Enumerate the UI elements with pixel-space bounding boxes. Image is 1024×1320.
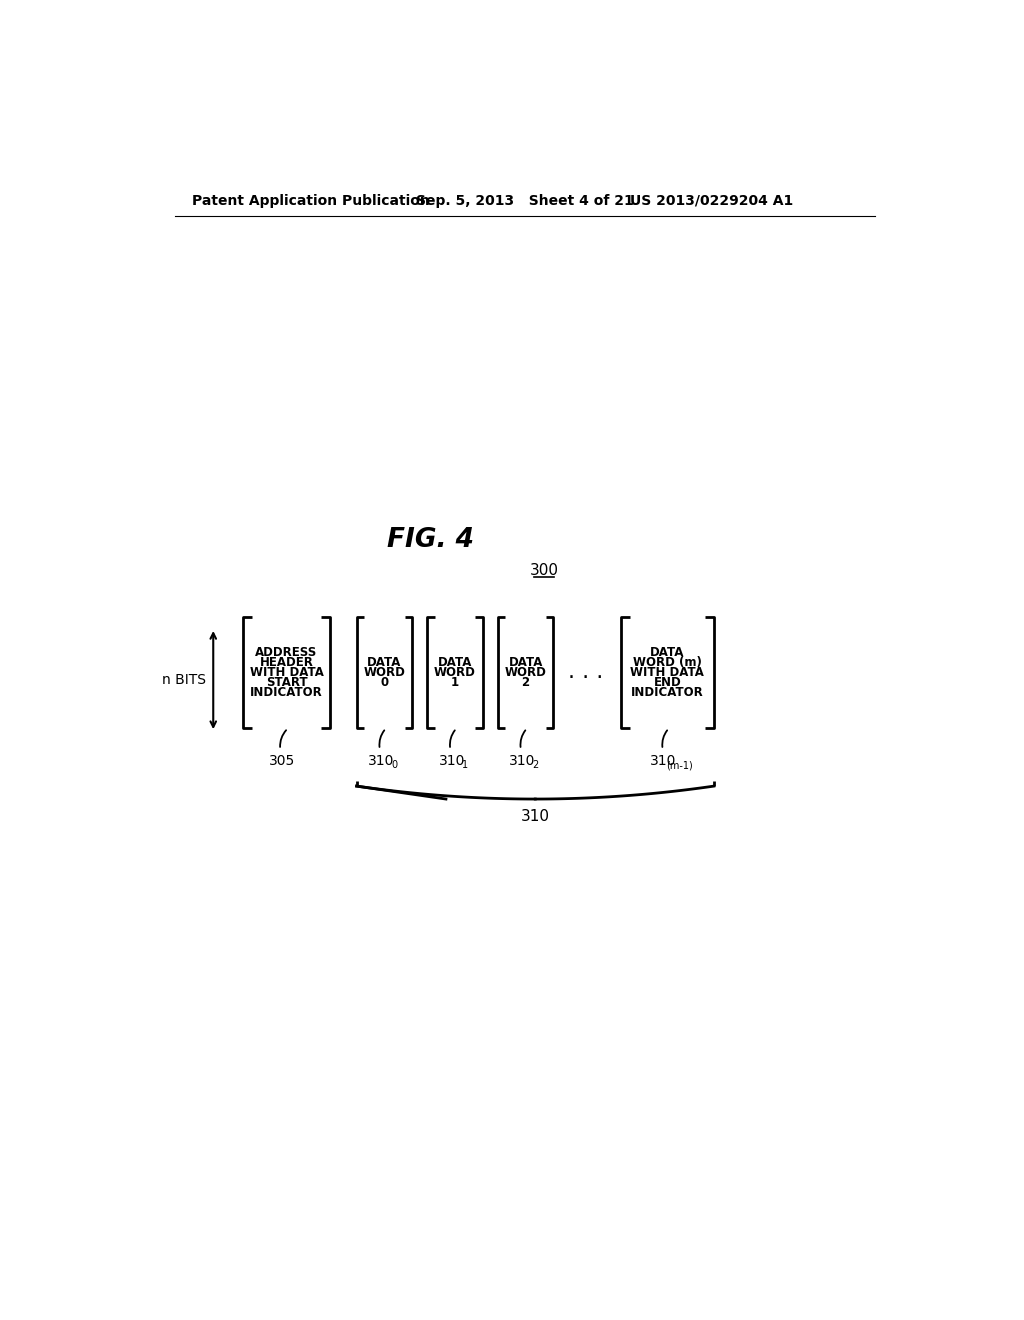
Text: 2: 2 bbox=[532, 760, 539, 770]
Text: DATA: DATA bbox=[508, 656, 543, 669]
Text: WORD: WORD bbox=[434, 665, 476, 678]
Text: 310: 310 bbox=[509, 754, 536, 768]
Text: WORD: WORD bbox=[505, 665, 547, 678]
Text: 310: 310 bbox=[521, 809, 550, 824]
Text: HEADER: HEADER bbox=[259, 656, 313, 669]
Text: END: END bbox=[653, 676, 681, 689]
Text: START: START bbox=[265, 676, 307, 689]
Text: DATA: DATA bbox=[368, 656, 401, 669]
Text: 310: 310 bbox=[438, 754, 465, 768]
Text: 0: 0 bbox=[381, 676, 388, 689]
Text: ADDRESS: ADDRESS bbox=[255, 645, 317, 659]
Text: INDICATOR: INDICATOR bbox=[250, 686, 323, 700]
Text: WITH DATA: WITH DATA bbox=[250, 665, 324, 678]
Text: WORD: WORD bbox=[364, 665, 406, 678]
Text: n BITS: n BITS bbox=[162, 673, 206, 686]
Text: 300: 300 bbox=[529, 562, 559, 578]
Text: WORD (m): WORD (m) bbox=[633, 656, 701, 669]
Text: 305: 305 bbox=[268, 754, 295, 768]
Text: INDICATOR: INDICATOR bbox=[631, 686, 703, 700]
Text: DATA: DATA bbox=[438, 656, 472, 669]
Text: (m-1): (m-1) bbox=[667, 760, 693, 770]
Text: DATA: DATA bbox=[650, 645, 685, 659]
Text: FIG. 4: FIG. 4 bbox=[387, 527, 474, 553]
Text: WITH DATA: WITH DATA bbox=[631, 665, 705, 678]
Text: 310: 310 bbox=[369, 754, 394, 768]
Text: 2: 2 bbox=[521, 676, 529, 689]
Text: 1: 1 bbox=[462, 760, 468, 770]
Text: 310: 310 bbox=[649, 754, 676, 768]
Text: 1: 1 bbox=[451, 676, 459, 689]
Text: 0: 0 bbox=[391, 760, 397, 770]
Text: Patent Application Publication: Patent Application Publication bbox=[191, 194, 429, 207]
Text: Sep. 5, 2013   Sheet 4 of 21: Sep. 5, 2013 Sheet 4 of 21 bbox=[417, 194, 634, 207]
Text: . . .: . . . bbox=[567, 663, 603, 682]
Text: US 2013/0229204 A1: US 2013/0229204 A1 bbox=[630, 194, 794, 207]
